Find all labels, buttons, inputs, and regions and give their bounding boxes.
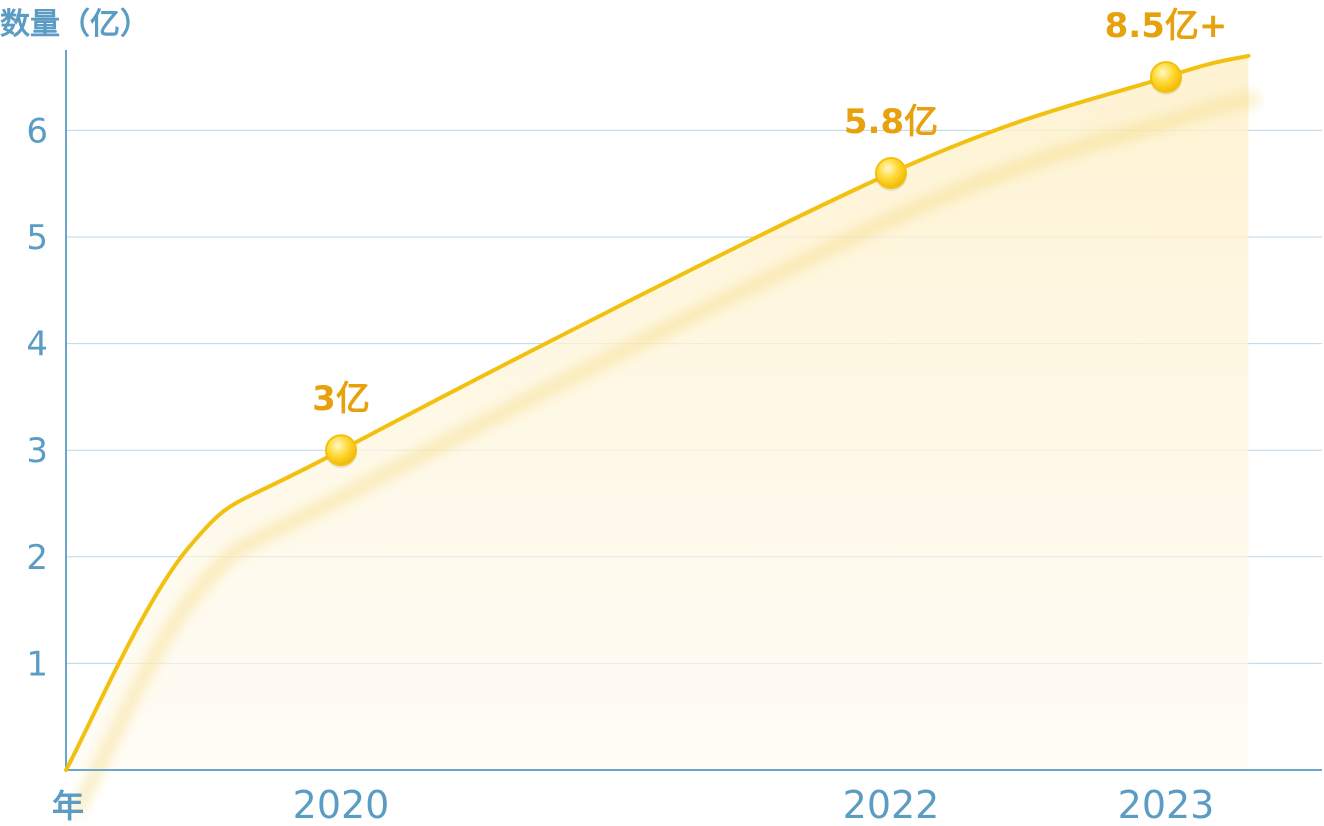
y-tick-label: 4 bbox=[26, 325, 48, 365]
series-line bbox=[64, 53, 1251, 772]
x-tick-label: 2022 bbox=[843, 783, 940, 826]
x-axis-title: 年 bbox=[52, 787, 84, 825]
y-tick-label: 5 bbox=[26, 218, 48, 258]
y-tick-label: 1 bbox=[26, 644, 48, 684]
series-path bbox=[64, 53, 1251, 772]
y-axis-title: 数量（亿） bbox=[0, 7, 150, 42]
data-label: 5.8亿 bbox=[844, 102, 938, 142]
x-tick-label: 2020 bbox=[293, 783, 390, 826]
data-label: 3亿 bbox=[312, 379, 370, 419]
data-markers: 3亿 5.8亿 8.5亿+ bbox=[312, 6, 1228, 469]
axes: 1 2 3 4 5 6 2020 2022 2023 bbox=[26, 50, 1322, 826]
area-fill bbox=[66, 55, 1261, 816]
y-tick-label: 6 bbox=[26, 111, 48, 151]
x-tick-label: 2023 bbox=[1118, 783, 1215, 826]
line-shadow bbox=[69, 90, 1261, 816]
data-label: 8.5亿+ bbox=[1105, 6, 1228, 46]
data-point bbox=[325, 434, 357, 467]
data-point bbox=[1150, 61, 1182, 94]
y-tick-label: 2 bbox=[26, 538, 48, 578]
data-point bbox=[875, 157, 907, 190]
area-fill-shape bbox=[66, 55, 1249, 770]
y-tick-label: 3 bbox=[26, 431, 48, 471]
